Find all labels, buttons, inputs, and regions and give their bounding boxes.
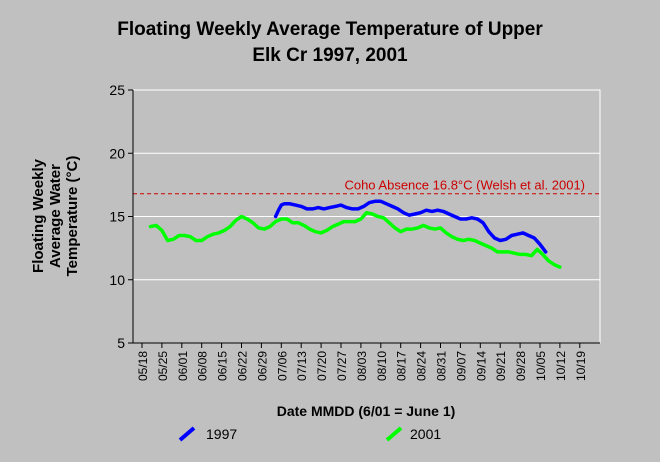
y-tick-label: 15 [109, 209, 125, 225]
x-tick-label: 09/28 [514, 351, 528, 381]
legend-swatch-2001 [385, 426, 403, 442]
y-axis-title-line-2: Average Water [47, 164, 64, 268]
x-tick-label: 10/05 [534, 351, 548, 381]
series-line-1997 [273, 199, 548, 254]
x-tick-label: 06/22 [236, 351, 250, 381]
chart-title-line-2: Elk Cr 1997, 2001 [252, 45, 408, 66]
x-tick-label: 10/19 [574, 351, 588, 381]
x-tick-label: 07/13 [295, 351, 309, 381]
x-tick-label: 09/07 [454, 351, 468, 381]
x-tick-label: 08/24 [415, 351, 429, 381]
series-line-2001 [148, 210, 562, 269]
series-layer [148, 199, 562, 269]
x-tick-label: 09/21 [494, 351, 508, 381]
legend: 1997 2001 [178, 426, 441, 442]
legend-swatch-1997 [178, 426, 196, 442]
y-tick-label: 5 [117, 335, 125, 351]
x-axis-title: Date MMDD (6/01 = June 1) [277, 403, 456, 419]
coho-reference-label: Coho Absence 16.8°C (Welsh et al. 2001) [344, 178, 585, 193]
x-tick-label: 07/20 [315, 351, 329, 381]
y-tick-label: 10 [109, 272, 125, 288]
x-tick-label: 05/25 [156, 351, 170, 381]
legend-label-1997: 1997 [206, 426, 237, 442]
x-tick-label: 08/17 [395, 351, 409, 381]
x-tick-label: 07/27 [335, 351, 349, 381]
x-tick-label: 10/12 [554, 351, 568, 381]
y-tick-label: 20 [109, 145, 125, 161]
x-tick-label: 06/01 [176, 351, 190, 381]
x-tick-label: 06/15 [216, 351, 230, 381]
x-tick-label: 07/06 [275, 351, 289, 381]
y-axis-title-line-3: Temperature (°C) [64, 156, 81, 277]
x-tick-label: 06/08 [196, 351, 210, 381]
x-tick-label: 08/10 [375, 351, 389, 381]
y-tick-label: 25 [109, 82, 125, 98]
x-tick-label: 08/03 [355, 351, 369, 381]
y-axis-title-line-1: Floating Weekly [30, 158, 47, 273]
y-axis-title: Floating Weekly Average Water Temperatur… [30, 156, 81, 277]
x-tick-label: 05/18 [136, 351, 150, 381]
x-tick-label: 06/29 [255, 351, 269, 381]
legend-label-2001: 2001 [410, 426, 441, 442]
chart-title-line-1: Floating Weekly Average Temperature of U… [117, 19, 543, 40]
x-tick-label: 08/31 [435, 351, 449, 381]
axis-layer: 5 10 15 20 25 05/18 05/25 06/01 06/08 06/15 06/22 0… [109, 82, 600, 381]
x-tick-label: 09/14 [474, 351, 488, 381]
reference-layer: Coho Absence 16.8°C (Welsh et al. 2001) [133, 178, 600, 195]
grid-layer [133, 152, 600, 281]
